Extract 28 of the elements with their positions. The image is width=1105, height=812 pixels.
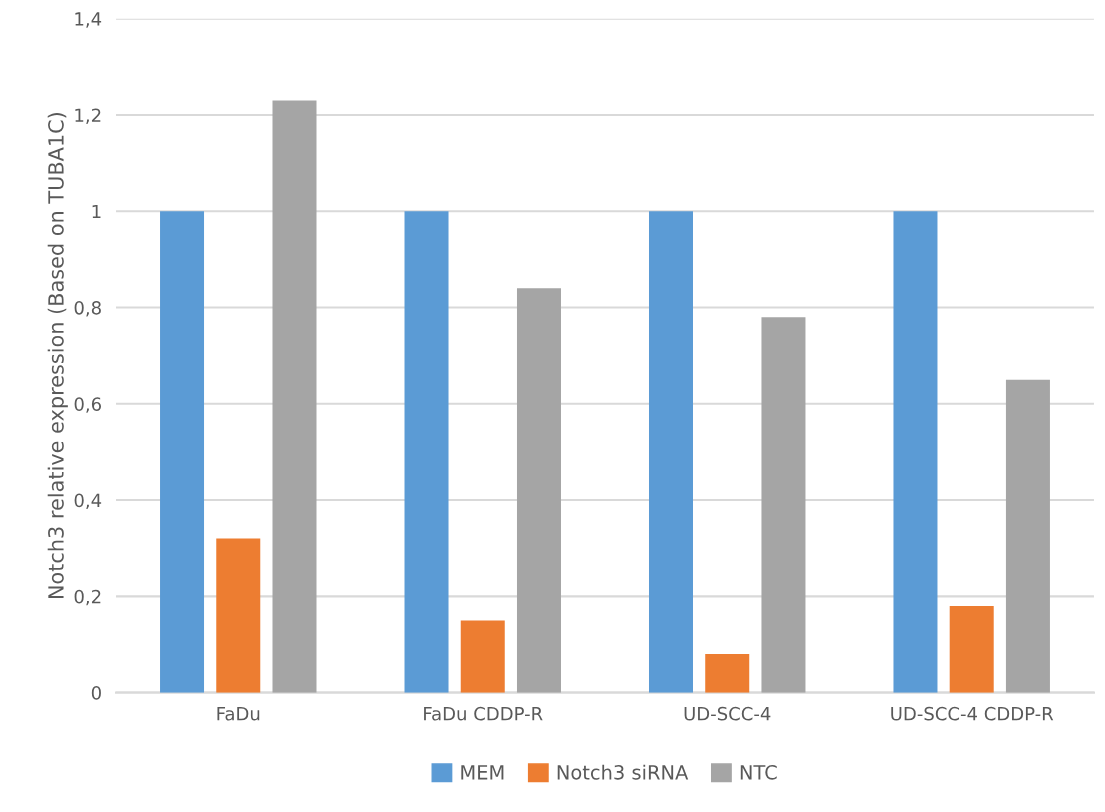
legend-label: MEM [461,765,504,780]
bar [949,605,994,693]
y-axis-title: Notch3 relative expression (Based on TUBA1C) [47,112,68,599]
y-tick-label: 0,6 [74,397,101,413]
y-tick-label: 0,4 [74,493,102,510]
bar [160,211,205,693]
x-tick-label: FaDu CDDP-R [424,706,543,721]
legend-label: NTC [740,764,777,780]
x-tick-label: UD-SCC-4 [684,706,771,721]
bar [761,317,806,693]
bar [272,100,317,693]
bar [648,211,693,693]
y-tick-label: 1,4 [75,12,102,28]
y-tick-label: 1 [92,204,101,219]
legend-label: Notch3 siRNA [557,764,689,780]
bar [705,654,750,693]
x-tick-label: FaDu [217,707,260,721]
bar [460,620,505,693]
bar [893,211,938,693]
bar [1005,379,1050,693]
y-tick-label: 0 [91,686,101,700]
y-tick-label: 0,8 [74,300,101,317]
bar [404,211,449,693]
x-tick-label: UD-SCC-4 CDDP-R [891,706,1054,721]
y-tick-label: 1,2 [75,108,101,124]
y-tick-label: 0,2 [74,589,101,606]
bar [216,538,261,693]
bar [516,288,561,693]
